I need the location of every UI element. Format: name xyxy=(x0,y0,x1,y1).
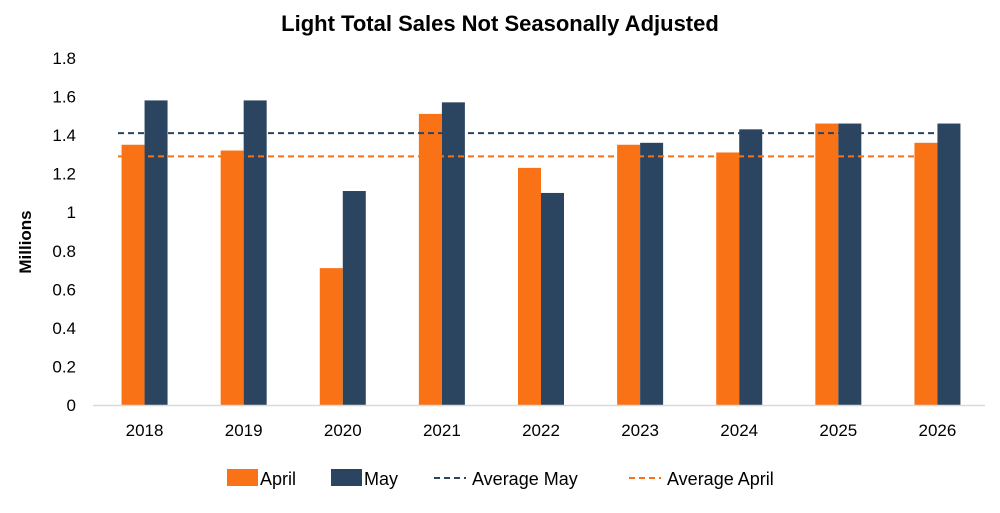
y-tick-label: 0 xyxy=(67,396,76,415)
legend-label-may: May xyxy=(364,469,398,489)
bar-may-2023 xyxy=(640,142,664,406)
x-tick-label: 2025 xyxy=(819,421,857,440)
bars xyxy=(121,100,961,406)
reference-lines xyxy=(118,132,937,158)
bar-april-2019 xyxy=(220,150,244,405)
x-tick-label: 2020 xyxy=(324,421,362,440)
y-tick-label: 1.6 xyxy=(52,88,76,107)
legend-swatch-april xyxy=(227,469,258,486)
bar-april-2021 xyxy=(418,113,442,406)
legend-label-april: April xyxy=(260,469,296,489)
y-tick-label: 0.8 xyxy=(52,242,76,261)
y-tick-label: 1 xyxy=(67,203,76,222)
chart-title: Light Total Sales Not Seasonally Adjuste… xyxy=(281,11,719,36)
bar-april-2018 xyxy=(121,144,145,405)
bar-may-2025 xyxy=(838,123,862,406)
bar-april-2023 xyxy=(617,144,641,405)
legend-label-average-april: Average April xyxy=(667,469,774,489)
x-tick-label: 2018 xyxy=(126,421,164,440)
legend-swatch-may xyxy=(331,469,362,486)
x-tick-label: 2024 xyxy=(720,421,758,440)
x-tick-label: 2021 xyxy=(423,421,461,440)
bar-may-2019 xyxy=(243,100,267,406)
legend-label-average-may: Average May xyxy=(472,469,578,489)
y-tick-label: 0.4 xyxy=(52,319,76,338)
x-tick-label: 2023 xyxy=(621,421,659,440)
x-tick-label: 2026 xyxy=(919,421,957,440)
y-axis-ticks: 0 0.2 0.4 0.6 0.8 1 1.2 1.4 1.6 1.8 xyxy=(52,49,76,415)
bar-may-2022 xyxy=(541,192,564,405)
x-tick-label: 2022 xyxy=(522,421,560,440)
y-tick-label: 0.6 xyxy=(52,280,76,299)
bar-may-2024 xyxy=(739,129,763,406)
y-axis-label: Millions xyxy=(16,210,35,273)
y-tick-label: 0.2 xyxy=(52,357,76,376)
bar-april-2022 xyxy=(518,167,541,405)
x-axis-ticks: 2018 2019 2020 2021 2022 2023 2024 2025 2026 xyxy=(126,421,957,440)
bar-april-2020 xyxy=(319,268,343,405)
bar-may-2021 xyxy=(441,102,465,405)
y-tick-label: 1.2 xyxy=(52,165,76,184)
bar-may-2020 xyxy=(342,191,366,405)
legend: April May Average May Average April xyxy=(227,469,774,489)
x-tick-label: 2019 xyxy=(225,421,263,440)
bar-april-2024 xyxy=(716,152,740,405)
bar-may-2026 xyxy=(937,123,961,406)
bar-april-2025 xyxy=(815,123,839,406)
y-tick-label: 1.8 xyxy=(52,49,76,68)
bar-april-2026 xyxy=(914,142,938,406)
bar-may-2018 xyxy=(144,100,168,406)
y-tick-label: 1.4 xyxy=(52,126,76,145)
